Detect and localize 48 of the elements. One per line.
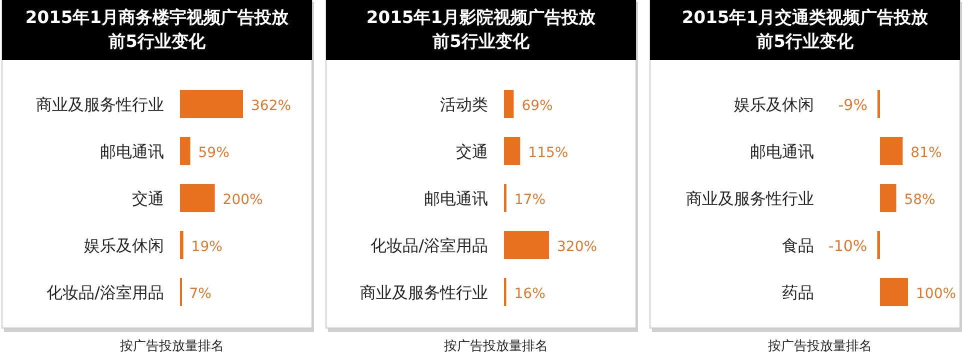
- y-tick-label: 商业及服务性行业: [686, 189, 814, 208]
- y-tick-label: 交通: [456, 142, 488, 161]
- bar: [180, 231, 184, 259]
- data-label: 115%: [528, 145, 568, 161]
- data-label: 7%: [189, 286, 212, 302]
- bar: [504, 137, 520, 165]
- y-tick-label: 化妆品/浴室用品: [46, 283, 164, 302]
- data-label: 320%: [557, 239, 598, 255]
- data-label: 59%: [198, 145, 230, 161]
- y-tick-label: 娱乐及休闲: [84, 236, 164, 255]
- text: 按广告投放量排名: [444, 339, 548, 354]
- data-label: 100%: [916, 286, 956, 302]
- y-tick-label: 娱乐及休闲: [734, 95, 814, 114]
- bar: [504, 231, 549, 259]
- bar: [880, 184, 896, 212]
- bar: [877, 231, 880, 259]
- chart-title: 2015年1月商务楼宇视频广告投放前5行业变化: [25, 8, 290, 52]
- y-tick-label: 邮电通讯: [100, 142, 164, 161]
- chart-title: 2015年1月影院视频广告投放前5行业变化: [366, 8, 597, 52]
- bar: [180, 137, 190, 165]
- bar: [880, 278, 908, 306]
- y-tick-label: 商业及服务性行业: [360, 283, 488, 302]
- text: 按广告投放量排名: [120, 339, 224, 354]
- data-label: -9%: [838, 96, 868, 114]
- data-label: -10%: [828, 237, 868, 255]
- y-tick-label: 化妆品/浴室用品: [370, 236, 488, 255]
- data-label: 16%: [514, 286, 546, 302]
- data-label: 81%: [910, 145, 942, 161]
- bar: [180, 90, 243, 118]
- bar: [877, 90, 880, 118]
- y-tick-label: 商业及服务性行业: [36, 95, 164, 114]
- data-label: 19%: [191, 239, 222, 255]
- bar: [880, 137, 903, 165]
- y-tick-label: 活动类: [440, 95, 488, 114]
- data-label: 69%: [522, 98, 553, 114]
- y-tick-label: 邮电通讯: [424, 189, 488, 208]
- chart-title: 2015年1月交通类视频广告投放前5行业变化: [682, 8, 930, 52]
- y-tick-label: 食品: [782, 236, 814, 255]
- bar: [504, 90, 514, 118]
- data-label: 362%: [251, 98, 292, 114]
- data-label: 17%: [514, 192, 546, 208]
- data-label: 200%: [222, 192, 263, 208]
- text: 按广告投放量排名: [768, 339, 872, 354]
- y-tick-label: 药品: [782, 283, 814, 302]
- data-label: 58%: [904, 192, 936, 208]
- y-tick-label: 交通: [132, 189, 164, 208]
- bar: [180, 184, 215, 212]
- y-tick-label: 邮电通讯: [750, 142, 814, 161]
